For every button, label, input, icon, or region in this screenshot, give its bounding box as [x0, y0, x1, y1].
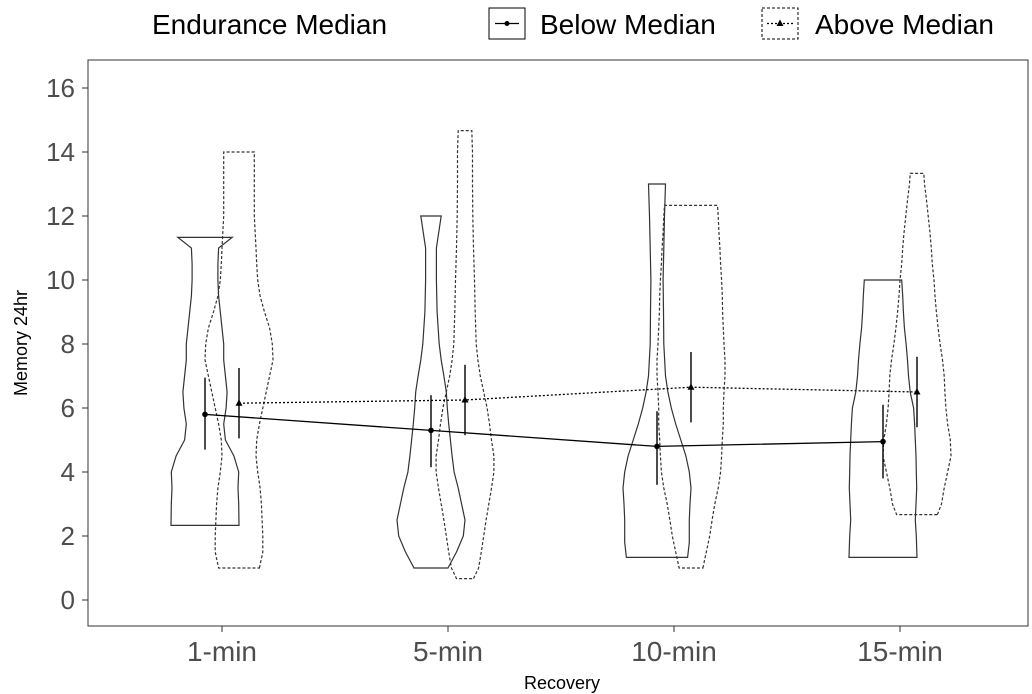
legend-key-above-median: [761, 7, 799, 40]
mean-lines-layer: [204, 386, 918, 448]
y-axis: 0 2 4 6 8 10 12 14 16: [46, 73, 88, 615]
legend-label-above-median: Above Median: [815, 9, 994, 40]
y-tick-label-2: 2: [61, 521, 75, 551]
legend-label-below-median: Below Median: [540, 9, 716, 40]
x-tick-label-10-min: 10-min: [631, 636, 717, 667]
violin-above-10-min: [656, 204, 726, 569]
y-tick-label-16: 16: [46, 73, 75, 103]
violin-below-15-min: [848, 279, 918, 558]
plot-panel: [87, 59, 1029, 627]
y-tick-label-6: 6: [61, 393, 75, 423]
x-tick-label-5-min: 5-min: [413, 636, 483, 667]
mean-line-above: [238, 386, 918, 404]
y-tick-label-14: 14: [46, 137, 75, 167]
mean-line-below: [204, 413, 884, 448]
y-tick-label-4: 4: [61, 457, 75, 487]
x-tick-label-15-min: 15-min: [857, 636, 943, 667]
mean-point-above-15-min: [913, 388, 921, 395]
violin-above-15-min: [882, 172, 952, 516]
points-layer: [202, 352, 921, 485]
violin-below-10-min: [622, 183, 692, 558]
mean-point-above-5-min: [461, 396, 469, 403]
x-axis: 1-min 5-min 10-min 15-min: [187, 626, 943, 667]
violins-layer: [170, 130, 952, 580]
y-axis-title: Memory 24hr: [11, 290, 31, 396]
x-axis-title: Recovery: [524, 673, 600, 693]
y-tick-label-12: 12: [46, 201, 75, 231]
violin-above-1-min: [204, 151, 274, 569]
violin-below-1-min: [170, 236, 240, 526]
mean-point-below-1-min: [202, 411, 208, 418]
x-tick-label-1-min: 1-min: [187, 636, 257, 667]
legend-title: Endurance Median: [152, 9, 387, 40]
mean-point-above-10-min: [687, 383, 695, 390]
mean-point-below-5-min: [428, 427, 434, 434]
y-tick-label-10: 10: [46, 265, 75, 295]
y-tick-label-8: 8: [61, 329, 75, 359]
mean-point-above-1-min: [235, 399, 243, 406]
violin-above-5-min: [435, 130, 495, 580]
legend-key-below-median: [488, 7, 526, 40]
mean-point-below-15-min: [880, 438, 886, 445]
violin-below-5-min: [396, 215, 466, 569]
legend: Endurance Median Below Median Above Medi…: [152, 7, 994, 40]
mean-point-below-10-min: [654, 443, 660, 450]
y-tick-label-0: 0: [61, 585, 75, 615]
